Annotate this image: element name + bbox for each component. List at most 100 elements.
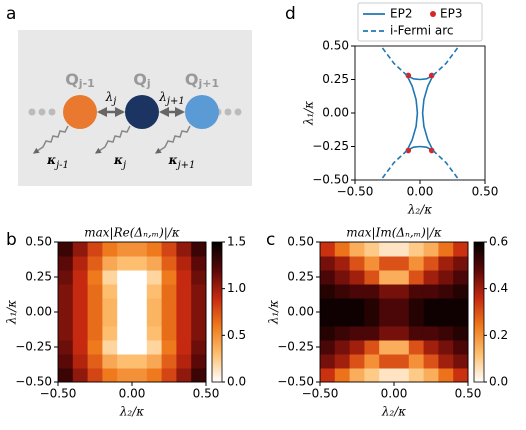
y-axis-label: λ₁/κ [5,300,19,325]
heatmap-cell [408,326,425,341]
coupling-label: λj [105,90,117,107]
heatmap-cell [379,284,395,299]
heatmap-cell [438,312,454,327]
colorbar-tick-label: 1.0 [227,281,246,295]
heatmap-cell [191,256,207,271]
heatmap-cell [191,284,207,299]
heatmap-cell [176,312,192,327]
heatmap-cell [453,270,469,285]
node [125,95,159,129]
heatmap-cell [453,368,469,383]
heatmap-cell [102,368,118,383]
heatmap-cell [408,270,425,285]
heatmap-cell [364,326,380,341]
heatmap-cell [191,326,207,341]
y-tick-label: −0.50 [277,375,314,389]
y-tick-label: 0.25 [322,72,349,86]
heatmap-cell [72,368,89,383]
heatmap-cell [132,242,148,257]
y-tick-label: −0.25 [312,139,349,153]
heatmap-cell [394,298,410,313]
heatmap-cell [72,326,89,341]
x-tick-label: 0.00 [381,387,408,401]
heatmap-cell [453,340,469,355]
heatmap-cell [117,284,133,299]
heatmap-cell [408,242,425,257]
heatmap-cell [334,242,351,257]
heatmap-cell [320,354,336,369]
heatmap-cell [423,256,439,271]
heatmap-cell [72,270,89,285]
heatmap-cell [191,312,207,327]
heatmap-cell [58,284,74,299]
heatmap-cell [394,354,410,369]
chart-title: max|Re(Δₙ,ₘ)|/κ [84,226,180,240]
heatmap-cell [161,326,177,341]
heatmap-cell [408,354,425,369]
colorbar-tick-label: 0.0 [489,375,508,389]
heatmap-cell [72,298,89,313]
heatmap-cell [132,326,148,341]
heatmap-cell [320,270,336,285]
heatmap-cell [320,298,336,313]
heatmap-cell [191,368,207,383]
heatmap-cell [379,312,395,327]
heatmap-cell [320,368,336,383]
y-tick-label: −0.25 [277,340,314,354]
y-tick-label: 0.25 [25,270,52,284]
heatmap-cell [408,256,425,271]
heatmap-cell [146,284,163,299]
ep3-point [428,147,435,154]
heatmap-cell [146,326,163,341]
x-tick-label: 0.50 [472,185,499,199]
heatmap-cell [102,242,118,257]
heatmap-cell [364,284,380,299]
heatmap-cell [102,340,118,355]
heatmap-cell [408,298,425,313]
heatmap-cell [394,270,410,285]
series-line [380,46,460,180]
heatmap-cell [394,256,410,271]
x-tick-label: 0.00 [119,387,146,401]
ep3-point [405,147,412,154]
heatmap-cell [364,312,380,327]
heatmap-cell [58,312,74,327]
node [63,95,97,129]
heatmap-cell [132,298,148,313]
heatmap-cell [408,340,425,355]
y-axis-label: λ₁/κ [302,101,316,126]
heatmap-cell [72,312,89,327]
heatmap-cell [379,270,395,285]
x-tick-label: −0.50 [40,387,77,401]
heatmap-cell [191,298,207,313]
heatmap-cell [102,256,118,271]
legend-marker [430,11,436,17]
chart-title: max|Im(Δₙ,ₘ)|/κ [346,226,442,240]
heatmap-cell [349,298,365,313]
heatmap-cell [320,340,336,355]
heatmap-cell [117,298,133,313]
colorbar [211,241,223,383]
heatmap-cell [72,340,89,355]
heatmap-cell [146,298,163,313]
heatmap-cell [394,326,410,341]
series-line [406,74,434,152]
heatmap-cell [117,242,133,257]
panel-a: a Qj-1 Qj Qj+1 λj λj+1 κj-1 κj κj+1 [6,4,252,186]
heatmap-cell [349,340,365,355]
colorbar-tick-label: 0.5 [227,328,246,342]
heatmap-cell [408,368,425,383]
heatmap-cell [453,284,469,299]
x-axis-label: λ₂/κ [407,203,432,217]
heatmap-cell [423,354,439,369]
heatmap-cell [349,270,365,285]
heatmap-cell [161,242,177,257]
heatmap-cell [161,270,177,285]
heatmap-cell [102,312,118,327]
heatmap-cell [423,298,439,313]
heatmap-cell [87,298,103,313]
x-axis-label: λ₂/κ [119,405,144,419]
panel-label: a [6,4,16,24]
legend-label: EP3 [440,7,462,21]
